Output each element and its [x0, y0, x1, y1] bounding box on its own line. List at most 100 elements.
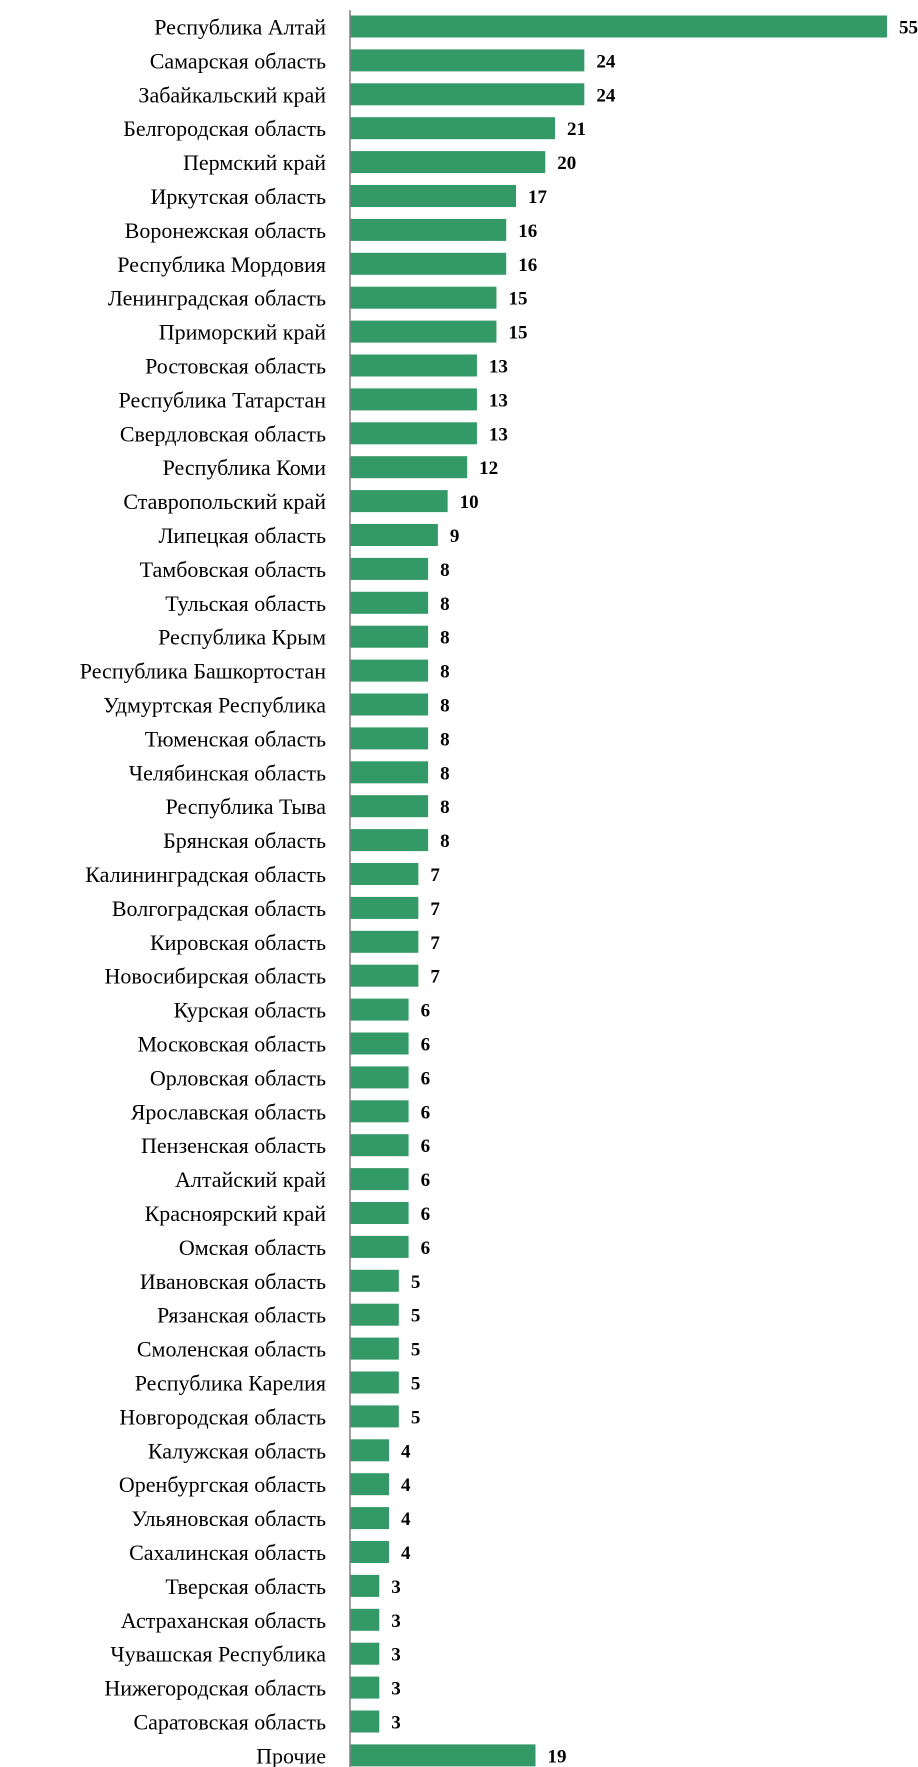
bar [350, 1202, 409, 1224]
category-label: Тверская область [165, 1574, 326, 1599]
bar [350, 1269, 399, 1292]
category-label: Ленинградская область [108, 286, 326, 311]
value-label: 17 [528, 187, 548, 208]
bar [350, 727, 429, 750]
bar [350, 320, 497, 343]
value-label: 8 [440, 560, 450, 581]
bar [350, 930, 419, 953]
category-label: Курская область [174, 998, 326, 1023]
bar [350, 1134, 409, 1157]
value-label: 21 [567, 119, 586, 140]
category-label: Тульская область [165, 591, 326, 616]
category-label: Ярославская область [131, 1099, 326, 1124]
value-label: 8 [440, 594, 450, 615]
category-label: Нижегородская область [104, 1676, 326, 1701]
value-label: 24 [596, 85, 616, 106]
bar [350, 625, 429, 648]
category-label: Республика Татарстан [119, 387, 327, 412]
bar [350, 83, 585, 106]
category-label: Республика Коми [163, 455, 327, 480]
value-label: 5 [411, 1407, 421, 1428]
bar [350, 1371, 399, 1394]
bars-group [350, 15, 887, 1767]
bar [350, 1337, 399, 1360]
category-label: Калининградская область [85, 862, 326, 887]
bar [350, 1676, 380, 1699]
bar [350, 1744, 536, 1767]
category-label: Алтайский край [175, 1167, 326, 1192]
category-label: Республика Башкортостан [80, 659, 326, 684]
category-label: Красноярский край [145, 1201, 327, 1226]
category-label: Кировская область [150, 930, 326, 955]
category-label: Белгородская область [123, 116, 326, 141]
category-label: Пермский край [183, 150, 326, 175]
category-label: Оренбургская область [119, 1472, 326, 1497]
bar [350, 490, 448, 513]
bar [350, 863, 419, 885]
category-label: Смоленская область [137, 1337, 326, 1362]
category-label: Ивановская область [140, 1269, 326, 1294]
value-label: 3 [391, 1713, 401, 1734]
category-label: Самарская область [150, 48, 326, 73]
category-label: Республика Мордовия [117, 252, 326, 277]
bar [350, 998, 409, 1021]
category-label: Липецкая область [158, 523, 326, 548]
value-label: 4 [401, 1509, 411, 1530]
bar [350, 49, 585, 72]
value-label: 7 [430, 899, 440, 920]
bar [350, 117, 556, 140]
bar [350, 1710, 380, 1733]
value-label: 5 [411, 1340, 421, 1361]
value-label: 6 [421, 1238, 431, 1259]
category-label: Новгородская область [119, 1404, 326, 1429]
value-label: 7 [430, 933, 440, 954]
bar [350, 896, 419, 919]
category-label: Республика Карелия [135, 1371, 326, 1396]
value-label: 16 [518, 255, 537, 276]
value-label: 4 [401, 1475, 411, 1496]
bar [350, 557, 429, 580]
category-label: Прочие [256, 1743, 326, 1767]
category-label: Ставропольский край [123, 489, 326, 514]
category-label: Сахалинская область [129, 1540, 326, 1565]
category-label: Чувашская Республика [110, 1642, 326, 1667]
bar [350, 795, 429, 818]
value-label: 8 [440, 628, 450, 649]
category-label: Иркутская область [151, 184, 326, 209]
category-label: Тамбовская область [140, 557, 326, 582]
category-label: Республика Тыва [165, 794, 326, 819]
value-label: 4 [401, 1543, 411, 1564]
value-labels-group: 5524242120171616151513131312109888888888… [391, 18, 918, 1767]
value-label: 13 [489, 424, 508, 445]
value-label: 20 [557, 153, 576, 174]
value-label: 4 [401, 1441, 411, 1462]
bar [350, 829, 429, 852]
bar [350, 1235, 409, 1258]
bar [350, 591, 429, 614]
category-label: Калужская область [148, 1438, 326, 1463]
bar [350, 1642, 380, 1665]
category-label: Брянская область [163, 828, 326, 853]
category-label: Забайкальский край [138, 82, 326, 107]
category-label: Воронежская область [125, 218, 326, 243]
category-label: Республика Крым [158, 625, 326, 650]
value-label: 5 [411, 1272, 421, 1293]
category-labels-group: Республика Алтай Самарская область Забайка… [80, 15, 326, 1767]
value-label: 6 [421, 1035, 431, 1056]
value-label: 3 [391, 1577, 401, 1598]
value-label: 7 [430, 865, 440, 886]
value-label: 8 [440, 797, 450, 818]
value-label: 8 [440, 729, 450, 750]
bar [350, 693, 429, 716]
bar [350, 151, 546, 174]
bar [350, 286, 497, 309]
bar [350, 218, 507, 241]
bar [350, 388, 477, 411]
value-label: 8 [440, 763, 450, 784]
value-label: 7 [430, 967, 440, 988]
value-label: 3 [391, 1611, 401, 1632]
value-label: 5 [411, 1374, 421, 1395]
value-label: 3 [391, 1679, 401, 1700]
value-label: 24 [596, 51, 616, 72]
